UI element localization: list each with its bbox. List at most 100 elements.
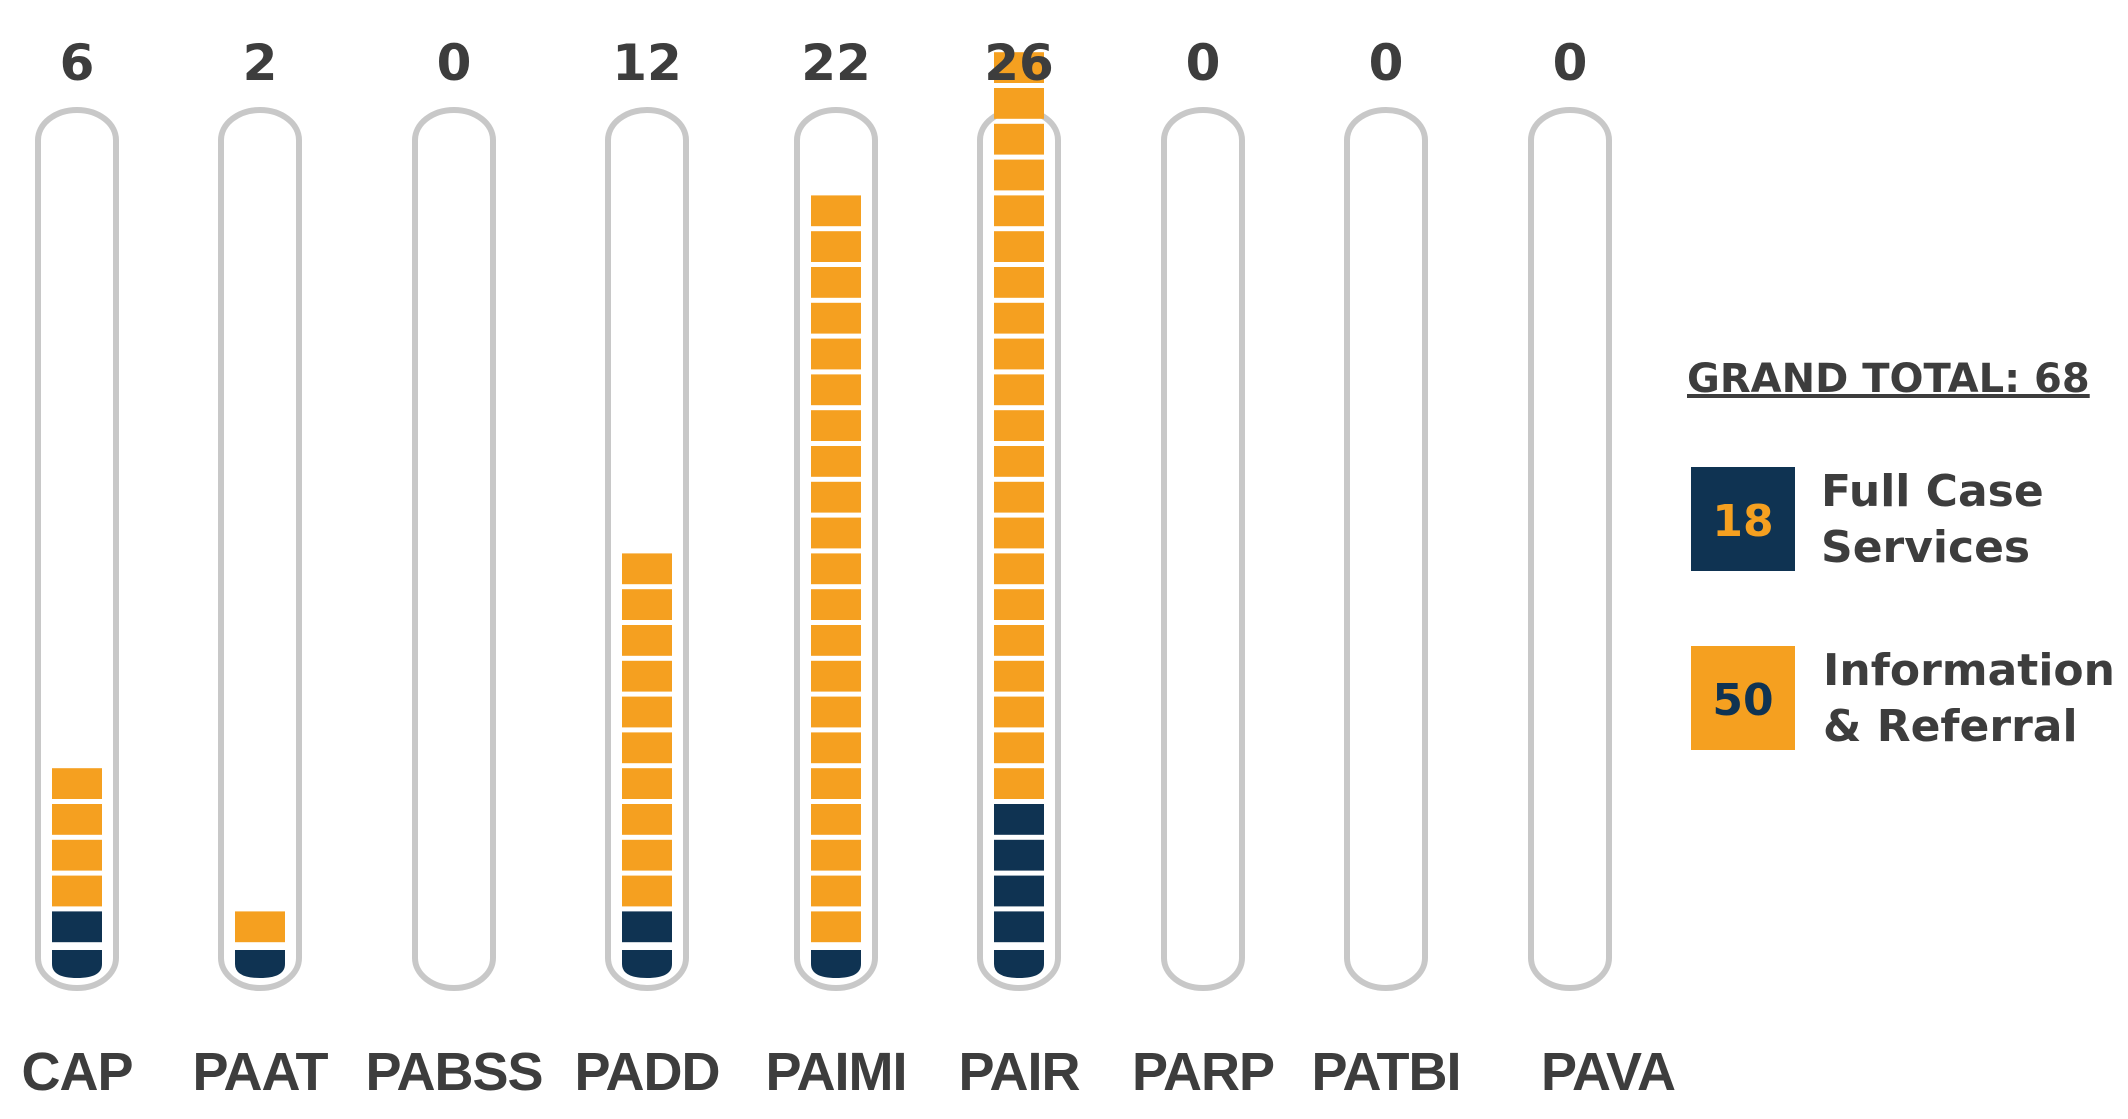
segment-cap-info-referral-6 xyxy=(52,768,102,799)
segment-padd-info-referral-10 xyxy=(622,625,672,656)
segment-paimi-info-referral-4 xyxy=(811,839,861,871)
legend: GRAND TOTAL: 68 18 Full Case Services 50… xyxy=(1687,356,2115,752)
total-label-parp: 0 xyxy=(1186,34,1221,92)
tube-patbi xyxy=(1344,107,1428,991)
legend-label-full-case-line1: Full Case xyxy=(1821,466,2044,517)
tube-parp xyxy=(1161,107,1245,991)
segment-paimi-info-referral-22 xyxy=(811,195,861,227)
segment-pair-info-referral-10 xyxy=(994,625,1044,656)
segment-cap-full-case-1 xyxy=(52,950,102,978)
segment-pair-info-referral-11 xyxy=(994,589,1044,620)
segment-pair-info-referral-21 xyxy=(994,231,1044,262)
segment-paimi-info-referral-15 xyxy=(811,446,861,477)
segment-cap-info-referral-5 xyxy=(52,804,102,835)
segment-padd-info-referral-6 xyxy=(622,768,672,799)
segment-paimi-info-referral-20 xyxy=(811,267,861,298)
segment-pair-full-case-5 xyxy=(994,804,1044,835)
segment-paimi-info-referral-3 xyxy=(811,875,861,907)
segment-pair-info-referral-7 xyxy=(994,732,1044,764)
segment-pair-info-referral-13 xyxy=(994,517,1044,549)
category-label-parp: PARP xyxy=(1132,1042,1274,1102)
segment-pair-info-referral-19 xyxy=(994,302,1044,334)
tube-pabss xyxy=(412,107,496,991)
segment-pair-info-referral-12 xyxy=(994,553,1044,585)
legend-label-full-case-line2: Services xyxy=(1821,522,2030,573)
segment-padd-full-case-2 xyxy=(622,911,672,943)
segment-paimi-info-referral-2 xyxy=(811,911,861,943)
segment-pair-info-referral-14 xyxy=(994,481,1044,513)
segment-paimi-info-referral-17 xyxy=(811,374,861,406)
total-label-pabss: 0 xyxy=(437,34,472,92)
total-label-pair: 26 xyxy=(984,34,1054,92)
segment-pair-info-referral-9 xyxy=(994,660,1044,692)
category-label-paat: PAAT xyxy=(193,1042,329,1102)
segment-paimi-info-referral-11 xyxy=(811,589,861,620)
segment-pair-info-referral-26 xyxy=(994,52,1044,83)
segment-paimi-full-case-1 xyxy=(811,950,861,978)
legend-label-info-referral-line1: Information xyxy=(1823,645,2115,696)
category-label-pair: PAIR xyxy=(958,1042,1079,1102)
segment-paimi-info-referral-13 xyxy=(811,517,861,549)
segment-paimi-info-referral-21 xyxy=(811,231,861,262)
category-label-patbi: PATBI xyxy=(1312,1042,1461,1102)
tube-pava xyxy=(1528,107,1612,991)
total-label-cap: 6 xyxy=(60,34,95,92)
segment-pair-info-referral-15 xyxy=(994,446,1044,477)
segment-padd-info-referral-9 xyxy=(622,660,672,692)
segment-paimi-info-referral-10 xyxy=(811,625,861,656)
legend-label-info-referral-line2: & Referral xyxy=(1823,701,2078,752)
grand-total: GRAND TOTAL: 68 xyxy=(1687,356,2090,402)
segment-pair-full-case-2 xyxy=(994,911,1044,943)
category-label-padd: PADD xyxy=(574,1042,719,1102)
segment-paimi-info-referral-12 xyxy=(811,553,861,585)
segment-pair-info-referral-25 xyxy=(994,88,1044,119)
category-label-cap: CAP xyxy=(21,1042,132,1102)
segment-pair-info-referral-16 xyxy=(994,410,1044,441)
tubes-layer: 6 CAP 2 PAAT 0 PABSS 12 PADD 22 PAIMI 26 PAIR 0 PARP 0… xyxy=(21,34,1676,1102)
segment-cap-info-referral-3 xyxy=(52,875,102,907)
segment-paimi-info-referral-14 xyxy=(811,481,861,513)
segment-padd-info-referral-3 xyxy=(622,875,672,907)
total-label-paimi: 22 xyxy=(801,34,871,92)
segment-padd-info-referral-8 xyxy=(622,696,672,728)
segment-paimi-info-referral-8 xyxy=(811,696,861,728)
segment-padd-info-referral-11 xyxy=(622,589,672,620)
category-label-pava: PAVA xyxy=(1541,1042,1675,1102)
segment-pair-full-case-4 xyxy=(994,839,1044,871)
segment-pair-info-referral-22 xyxy=(994,195,1044,227)
legend-value-full-case: 18 xyxy=(1712,496,1773,547)
tube-paat xyxy=(218,107,302,991)
segment-padd-info-referral-5 xyxy=(622,804,672,835)
segment-pair-info-referral-8 xyxy=(994,696,1044,728)
segment-padd-info-referral-12 xyxy=(622,553,672,585)
legend-swatch-full-case xyxy=(1691,467,1795,571)
total-label-patbi: 0 xyxy=(1369,34,1404,92)
segment-paimi-info-referral-19 xyxy=(811,302,861,334)
segment-paimi-info-referral-5 xyxy=(811,804,861,835)
segment-pair-info-referral-20 xyxy=(994,267,1044,298)
segment-padd-info-referral-7 xyxy=(622,732,672,764)
segment-paimi-info-referral-9 xyxy=(811,660,861,692)
category-label-paimi: PAIMI xyxy=(766,1042,907,1102)
legend-value-info-referral: 50 xyxy=(1712,675,1773,726)
segment-pair-info-referral-6 xyxy=(994,768,1044,799)
segment-paimi-info-referral-18 xyxy=(811,338,861,370)
segment-paimi-info-referral-7 xyxy=(811,732,861,764)
segment-pair-full-case-1 xyxy=(994,950,1044,978)
segment-cap-info-referral-4 xyxy=(52,839,102,871)
segment-paimi-info-referral-16 xyxy=(811,410,861,441)
total-label-pava: 0 xyxy=(1553,34,1588,92)
segment-paimi-info-referral-6 xyxy=(811,768,861,799)
segment-paat-full-case-1 xyxy=(235,950,285,978)
segment-padd-full-case-1 xyxy=(622,950,672,978)
category-label-pabss: PABSS xyxy=(365,1042,542,1102)
segment-paat-info-referral-2 xyxy=(235,911,285,943)
segment-pair-info-referral-18 xyxy=(994,338,1044,370)
segment-padd-info-referral-4 xyxy=(622,839,672,871)
segment-cap-full-case-2 xyxy=(52,911,102,943)
segment-pair-info-referral-23 xyxy=(994,159,1044,191)
segment-pair-full-case-3 xyxy=(994,875,1044,907)
segment-pair-info-referral-17 xyxy=(994,374,1044,406)
segment-pair-info-referral-24 xyxy=(994,123,1044,155)
